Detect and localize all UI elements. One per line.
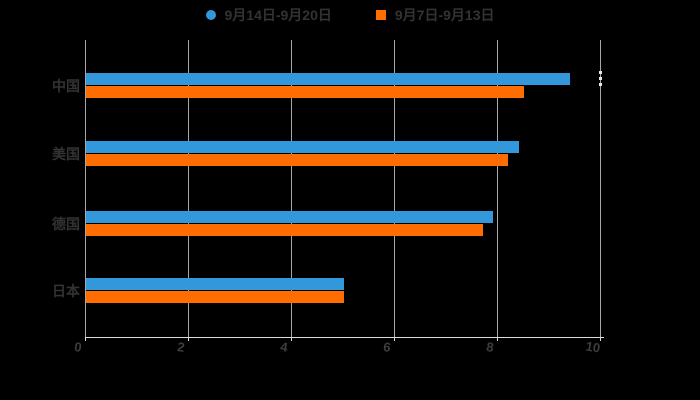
- legend-square-marker-icon: [375, 10, 386, 20]
- bar-series0-美国[interactable]: [86, 141, 519, 153]
- x-axis-tick: [394, 337, 395, 341]
- x-axis-tick: [600, 337, 601, 341]
- legend-item-1[interactable]: 9月7日-9月13日: [375, 5, 495, 25]
- legend-label: 9月14日-9月20日: [224, 7, 332, 23]
- category-label-1: 美国: [52, 146, 80, 162]
- x-axis-tick: [188, 337, 189, 341]
- bar-series0-德国[interactable]: [86, 211, 493, 223]
- bar-series0-日本[interactable]: [86, 278, 344, 290]
- x-axis-tick: [291, 337, 292, 341]
- x-tick-label-8: 8: [485, 339, 495, 355]
- right-gridline-dash: [599, 83, 602, 86]
- right-gridline-dash: [599, 71, 602, 74]
- x-tick-label-2: 2: [176, 339, 186, 355]
- bar-series1-日本[interactable]: [86, 291, 344, 303]
- x-axis-tick: [85, 337, 86, 341]
- category-label-0: 中国: [52, 78, 80, 94]
- x-tick-label-6: 6: [382, 339, 392, 355]
- gridline-x-0: [85, 40, 86, 337]
- bar-series1-德国[interactable]: [86, 224, 483, 236]
- gridline-x-10: [600, 40, 601, 337]
- legend-item-0[interactable]: 9月14日-9月20日: [205, 5, 332, 25]
- right-gridline-dash: [599, 77, 602, 80]
- bar-series1-中国[interactable]: [86, 86, 524, 98]
- x-axis-line: [85, 337, 604, 338]
- gridline-x-4: [291, 40, 292, 337]
- gridline-x-6: [394, 40, 395, 337]
- bar-series0-中国[interactable]: [86, 73, 571, 85]
- gridline-x-2: [188, 40, 189, 337]
- gridline-x-8: [497, 40, 498, 337]
- x-tick-label-10: 10: [584, 338, 602, 356]
- chart-legend: 9月14日-9月20日 9月7日-9月13日: [0, 5, 700, 25]
- category-label-3: 日本: [52, 283, 80, 299]
- x-tick-label-0: 0: [73, 339, 83, 355]
- legend-circle-marker-icon: [205, 10, 216, 20]
- bar-series1-美国[interactable]: [86, 154, 509, 166]
- category-label-2: 德国: [52, 216, 80, 232]
- x-axis-tick: [497, 337, 498, 341]
- legend-label: 9月7日-9月13日: [394, 7, 495, 23]
- x-tick-label-4: 4: [279, 339, 289, 355]
